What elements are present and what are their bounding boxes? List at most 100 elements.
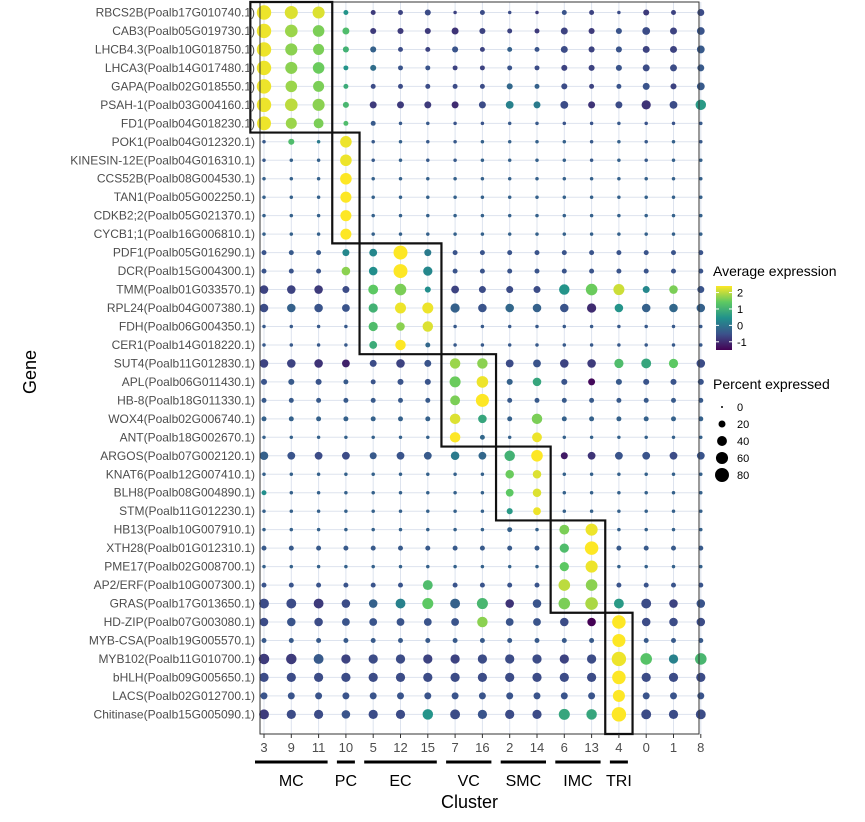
size-legend-label: 40	[737, 436, 749, 448]
dot-3-11	[312, 62, 325, 74]
dot-32-9	[286, 598, 297, 609]
gene-label: HD-ZIP(Poalb07G003080.1)	[104, 615, 255, 629]
dot-4-16	[479, 83, 485, 89]
dot-3-8	[697, 64, 705, 72]
dot-32-12	[395, 598, 406, 609]
dot-29-15	[425, 545, 431, 551]
gene-label: SUT4(Poalb11G012830.1)	[114, 356, 255, 370]
dot-30-8	[699, 564, 703, 569]
dot-30-11	[316, 564, 321, 569]
dot-9-15	[426, 176, 430, 181]
dot-37-13	[588, 692, 596, 700]
dot-7-7	[453, 140, 457, 144]
dot-8-7	[453, 158, 457, 163]
dot-1-0	[642, 27, 651, 35]
gene-label: PSAH-1(Poalb03G004160.1)	[100, 98, 255, 112]
dot-0-5	[370, 10, 376, 15]
cluster-tick-label: 9	[288, 740, 295, 755]
dot-29-2	[507, 545, 513, 551]
dot-2-16	[479, 46, 485, 52]
dot-37-11	[315, 692, 323, 700]
dot-16-16	[478, 303, 487, 313]
dot-37-0	[642, 692, 650, 700]
dot-4-4	[616, 83, 622, 89]
dot-4-5	[370, 83, 376, 89]
dot-34-7	[452, 638, 458, 643]
dot-4-2	[506, 83, 513, 90]
dot-35-10	[341, 654, 351, 664]
dot-13-13	[589, 250, 595, 256]
dot-20-9	[288, 378, 295, 385]
dot-4-15	[425, 83, 431, 89]
dot-2-12	[398, 46, 403, 52]
dot-18-14	[535, 343, 539, 347]
dot-22-3	[261, 416, 267, 422]
dot-12-8	[699, 232, 703, 236]
dot-5-14	[533, 101, 541, 109]
dot-34-14	[534, 638, 540, 643]
dot-33-5	[369, 618, 378, 626]
dot-19-15	[424, 359, 432, 367]
dot-22-6	[561, 416, 567, 422]
dot-26-14	[532, 488, 542, 497]
dot-1-8	[696, 27, 705, 35]
dot-11-7	[453, 213, 457, 218]
dot-24-14	[531, 449, 543, 462]
dot-23-12	[398, 435, 403, 440]
dot-33-9	[287, 617, 296, 627]
dot-26-10	[344, 490, 348, 495]
dot-13-14	[534, 250, 540, 256]
dot-1-14	[534, 28, 540, 34]
dot-16-4	[614, 303, 624, 313]
dot-38-6	[558, 708, 570, 720]
dot-3-7	[452, 65, 458, 71]
y-axis-title: Gene	[20, 350, 40, 394]
dot-24-11	[314, 451, 323, 460]
dot-20-1	[670, 378, 677, 385]
dot-27-9	[289, 509, 294, 513]
dot-15-13	[585, 283, 598, 296]
dot-9-0	[644, 176, 648, 181]
dot-36-8	[696, 672, 706, 683]
dot-10-6	[562, 195, 567, 199]
dot-33-14	[533, 618, 541, 626]
dot-10-12	[398, 195, 403, 199]
gene-label: LHCB4.3(Poalb10G018750.1)	[95, 42, 255, 56]
color-tick-label: 2	[737, 288, 743, 300]
dot-7-1	[671, 140, 676, 144]
dot-2-10	[342, 46, 349, 53]
dot-29-7	[452, 545, 458, 551]
dot-38-16	[477, 709, 488, 719]
dot-18-9	[289, 343, 294, 347]
dot-2-9	[285, 43, 298, 56]
dot-31-6	[558, 579, 571, 591]
dot-31-13	[585, 579, 598, 591]
dot-6-2	[507, 121, 512, 126]
dot-23-3	[262, 435, 266, 440]
dot-21-16	[475, 393, 489, 407]
dot-18-3	[262, 343, 266, 347]
dot-6-5	[370, 120, 376, 126]
cluster-tick-label: 12	[393, 740, 407, 755]
dot-35-7	[450, 654, 460, 664]
gene-label: POK1(Poalb04G012320.1)	[112, 135, 255, 149]
dot-21-15	[425, 397, 431, 403]
dot-11-2	[507, 213, 512, 218]
dot-11-14	[535, 213, 539, 218]
dot-16-8	[696, 303, 706, 313]
dot-8-1	[671, 158, 676, 163]
dot-19-6	[560, 359, 569, 368]
dot-1-4	[615, 27, 622, 34]
dot-35-12	[395, 654, 406, 664]
dot-29-4	[616, 545, 622, 551]
dot-6-15	[426, 121, 430, 126]
gene-label: DCR(Poalb15G004300.1)	[118, 264, 255, 278]
dot-11-0	[644, 213, 648, 218]
dot-15-16	[478, 286, 486, 294]
dot-26-6	[562, 490, 567, 495]
size-legend-dot	[715, 468, 729, 482]
dot-18-0	[644, 343, 648, 347]
dot-25-3	[262, 472, 266, 476]
dot-26-3	[261, 490, 267, 496]
dot-18-8	[699, 343, 703, 347]
